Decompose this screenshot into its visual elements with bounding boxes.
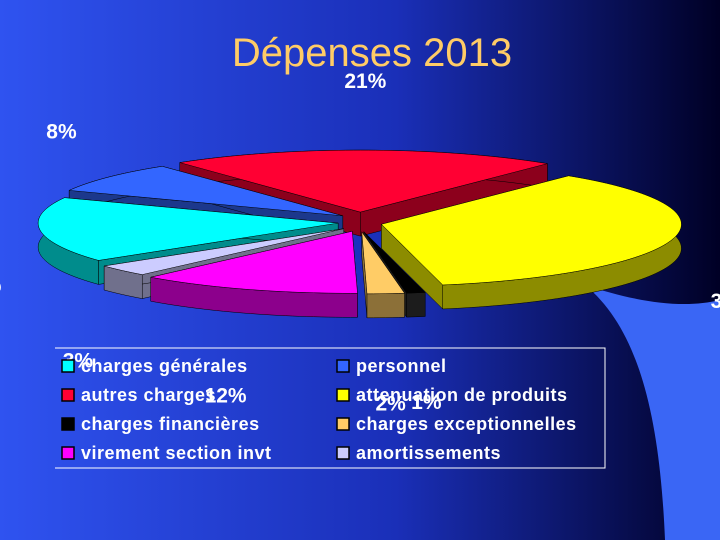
pie: 21%8%17%36%3%12%1%2% [0, 70, 720, 415]
data-label: 12% [205, 384, 247, 407]
legend-label: autres charges [81, 385, 216, 405]
pie-slice [150, 230, 358, 294]
data-label: 2% [375, 392, 406, 415]
legend-label: charges générales [81, 356, 248, 376]
legend-swatch [336, 359, 350, 373]
slice-rim [366, 292, 405, 319]
data-label: 36% [711, 290, 720, 313]
pie-slice [37, 197, 339, 261]
legend-swatch [61, 417, 75, 431]
legend-label: amortissements [356, 443, 501, 463]
legend-swatch [61, 446, 75, 460]
legend-swatch [336, 388, 350, 402]
pie-slice [179, 149, 548, 213]
pie-slice [68, 166, 343, 217]
data-label: 8% [46, 120, 77, 143]
slice-rim [406, 292, 426, 318]
data-label: 17% [0, 274, 2, 297]
legend-label: attenuation de produits [356, 385, 568, 405]
data-label: 21% [344, 70, 386, 93]
legend-label: charges financières [81, 414, 260, 434]
legend-frame [55, 347, 606, 469]
legend-swatch [336, 446, 350, 460]
legend-swatch [61, 388, 75, 402]
legend-label: virement section invt [81, 443, 272, 463]
legend-label: charges exceptionnelles [356, 414, 577, 434]
pie-slice [363, 231, 426, 294]
legend-swatch [61, 359, 75, 373]
legend-label: personnel [356, 356, 447, 376]
decor-swoosh [585, 285, 720, 540]
legend-swatch [336, 417, 350, 431]
legend: charges générales personnel autres charges… [61, 356, 577, 463]
pie-slice [104, 228, 344, 275]
data-label: 1% [411, 391, 442, 414]
chart-title: Dépenses 2013 [232, 31, 512, 75]
pie-slice [361, 230, 406, 295]
pie-slice [380, 175, 682, 286]
